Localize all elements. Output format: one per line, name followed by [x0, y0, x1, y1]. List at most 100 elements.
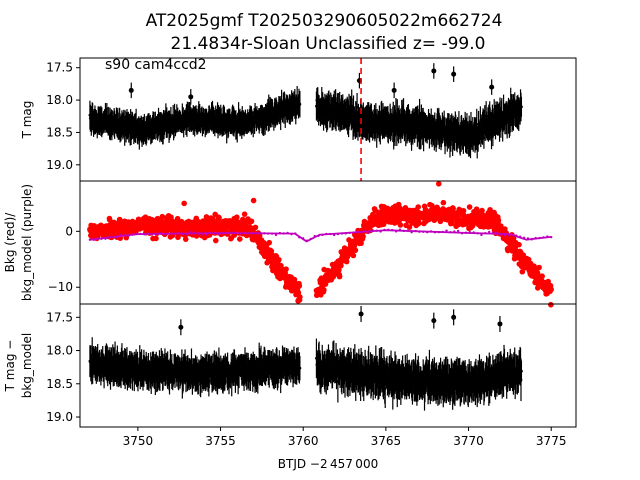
bkg-point — [336, 267, 342, 273]
bkg-model-point — [142, 233, 146, 236]
bkg-model-point — [247, 231, 251, 235]
bkg-point — [266, 239, 273, 246]
mid-y-ticks: 0 −10 — [48, 224, 80, 294]
bkg-model-point — [150, 233, 154, 236]
mid-y-label-line1: Bkg (red)/ — [3, 212, 17, 273]
bkg-model-point — [205, 233, 208, 236]
bkg-model-point — [301, 237, 305, 240]
bkg-point — [534, 269, 541, 276]
bkg-model-point — [340, 232, 344, 235]
bkg-model-point — [522, 236, 526, 240]
bkg-model-point — [480, 233, 483, 237]
bkg-model-point — [484, 231, 487, 235]
y-tick-label: 18.5 — [46, 125, 73, 139]
bkg-model-point — [166, 232, 169, 235]
y-tick-label: 17.5 — [46, 61, 73, 75]
bkg-point — [276, 256, 282, 263]
bkg-model-point — [294, 232, 297, 235]
bkg-model-point — [402, 229, 406, 233]
chart-title-line1: AT2025gmf T202503290605022m662724 — [146, 11, 503, 31]
bkg-model-point — [181, 232, 185, 236]
bkg-model-point — [542, 236, 545, 239]
bkg-model-point — [274, 233, 278, 237]
y-tick-label: 19.0 — [46, 158, 73, 172]
bkg-point — [360, 233, 366, 240]
mid-y-label-line2: bkg_model (purple) — [20, 184, 34, 301]
bkg-model-point — [100, 237, 103, 240]
bkg-point — [241, 211, 248, 217]
bkg-point — [295, 289, 302, 296]
bkg-point — [466, 204, 473, 210]
bkg-model-point — [487, 230, 491, 234]
bkg-model-point — [491, 231, 495, 234]
bkg-model-point — [131, 233, 134, 236]
bkg-model-point — [313, 234, 316, 238]
bkg-model-point — [170, 232, 173, 235]
data-point — [482, 136, 486, 140]
bkg-model-point — [526, 237, 530, 240]
bkg-model-point — [534, 236, 537, 240]
bkg-model-point — [127, 234, 130, 237]
bkg-model-point — [92, 238, 95, 241]
bkg-point — [416, 220, 422, 227]
bkg-point — [516, 241, 522, 248]
bkg-point — [545, 278, 551, 285]
bkg-model-point — [546, 235, 549, 238]
bkg-model-point — [224, 232, 227, 235]
panel-top-lightcurve: s90 cam4ccd2 17.5 18.0 18.5 19.0 T mag — [20, 57, 577, 182]
y-tick-label: −10 — [48, 280, 73, 294]
bkg-point — [336, 273, 343, 280]
bkg-model-point — [394, 230, 398, 233]
bkg-point — [440, 199, 447, 206]
bkg-model-point — [468, 230, 471, 234]
y-tick-label: 18.0 — [46, 93, 73, 107]
bkg-point — [283, 266, 289, 272]
bkg-model-point — [239, 232, 243, 235]
bkg-model-point — [111, 235, 115, 239]
bkg-point — [159, 213, 166, 220]
bkg-point — [495, 217, 502, 224]
bkg-point — [212, 237, 219, 244]
bkg-point — [174, 215, 181, 222]
bkg-model-point — [406, 229, 409, 232]
bkg-point — [397, 222, 404, 228]
bkg-point — [435, 180, 442, 187]
bkg-point — [153, 235, 159, 242]
bkg-model-point — [391, 228, 394, 232]
top-y-label: T mag — [20, 101, 34, 140]
bkg-point — [415, 204, 421, 210]
bkg-model-point — [371, 229, 375, 232]
bkg-model-point — [429, 230, 433, 233]
bkg-model-point — [208, 231, 212, 234]
bkg-model-point — [96, 237, 99, 240]
bkg-point — [322, 281, 329, 287]
bkg-model-point — [530, 238, 534, 241]
bkg-model-point — [367, 231, 371, 234]
bkg-point — [548, 301, 554, 308]
bkg-model-point — [216, 232, 220, 236]
bkg-model-point — [441, 230, 444, 234]
bkg-model-point — [383, 228, 386, 232]
bkg-model-point — [375, 229, 378, 232]
bkg-model-point — [495, 231, 499, 235]
bkg-point — [343, 258, 350, 265]
data-point — [383, 387, 387, 390]
bkg-model-point — [220, 232, 223, 235]
bkg-point — [321, 287, 327, 293]
bkg-point — [330, 274, 337, 280]
bkg-model-point — [515, 234, 518, 237]
bkg-model-point — [503, 233, 506, 237]
bkg-model-point — [263, 232, 266, 235]
bkg-model-point — [336, 232, 340, 236]
bkg-model-point — [267, 232, 270, 235]
bkg-point — [358, 240, 364, 247]
bkg-model-point — [518, 235, 522, 238]
bkg-model-point — [329, 232, 332, 236]
bkg-model-point — [472, 231, 475, 234]
bkg-model-point — [282, 232, 285, 235]
bkg-point — [449, 220, 455, 227]
bkg-model-point — [387, 228, 390, 232]
bkg-model-point — [119, 233, 123, 237]
bkg-point — [182, 236, 189, 242]
bkg-model-point — [286, 231, 289, 235]
